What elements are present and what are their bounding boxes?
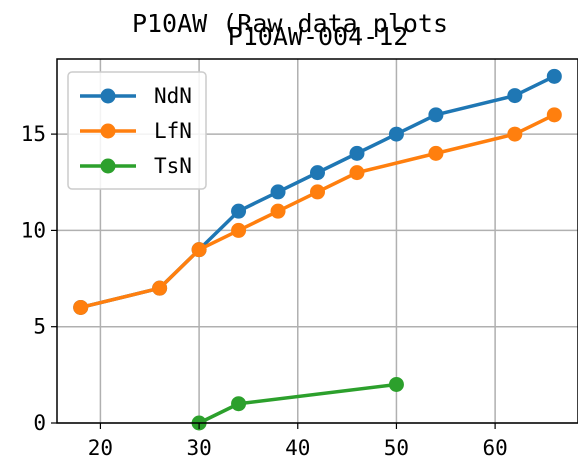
chart-suptitle: P10AW (Raw data plots xyxy=(132,9,448,38)
legend-box xyxy=(67,71,207,190)
data-point-lfn-8 xyxy=(507,126,523,142)
data-point-lfn-6 xyxy=(349,165,365,181)
x-tick-label-50: 50 xyxy=(384,436,409,460)
data-point-tsn-2 xyxy=(388,376,404,392)
x-tick-label-60: 60 xyxy=(482,436,507,460)
plot-frame xyxy=(56,58,578,424)
data-point-lfn-4 xyxy=(270,203,286,219)
y-tick-label-10: 10 xyxy=(21,218,46,242)
data-point-tsn-1 xyxy=(231,396,247,412)
legend-marker-tsn xyxy=(100,158,116,174)
data-point-ndn-3 xyxy=(231,203,247,219)
data-point-ndn-7 xyxy=(388,126,404,142)
axis-ticks: 20 30 40 50 60 0 5 10 15 xyxy=(21,122,508,460)
data-point-ndn-6 xyxy=(349,145,365,161)
legend: NdN LfN TsN xyxy=(67,71,207,190)
legend-label-lfn: LfN xyxy=(154,119,192,143)
x-tick-label-40: 40 xyxy=(285,436,310,460)
data-point-lfn-1 xyxy=(152,280,168,296)
data-point-ndn-8 xyxy=(428,107,444,123)
x-tick-label-20: 20 xyxy=(88,436,113,460)
x-tick-label-30: 30 xyxy=(186,436,211,460)
legend-marker-ndn xyxy=(100,88,116,104)
chart-title: P10AW-004-12 xyxy=(228,22,409,51)
data-point-lfn-5 xyxy=(310,184,325,200)
data-point-ndn-4 xyxy=(270,184,286,200)
legend-label-ndn: NdN xyxy=(154,84,192,108)
data-point-ndn-10 xyxy=(546,68,562,84)
data-point-ndn-5 xyxy=(310,165,325,181)
series-layer xyxy=(73,68,562,431)
data-point-lfn-3 xyxy=(231,222,247,238)
legend-marker-lfn xyxy=(100,123,116,139)
data-point-ndn-9 xyxy=(507,88,523,104)
legend-label-tsn: TsN xyxy=(154,154,192,178)
data-point-lfn-0 xyxy=(73,299,89,315)
y-tick-label-0: 0 xyxy=(33,411,46,435)
data-point-lfn-7 xyxy=(428,145,444,161)
series-line-lfn xyxy=(80,113,556,310)
y-tick-label-5: 5 xyxy=(33,315,46,339)
y-tick-label-15: 15 xyxy=(21,122,46,146)
data-point-lfn-2 xyxy=(191,242,207,258)
data-point-lfn-9 xyxy=(546,107,562,123)
